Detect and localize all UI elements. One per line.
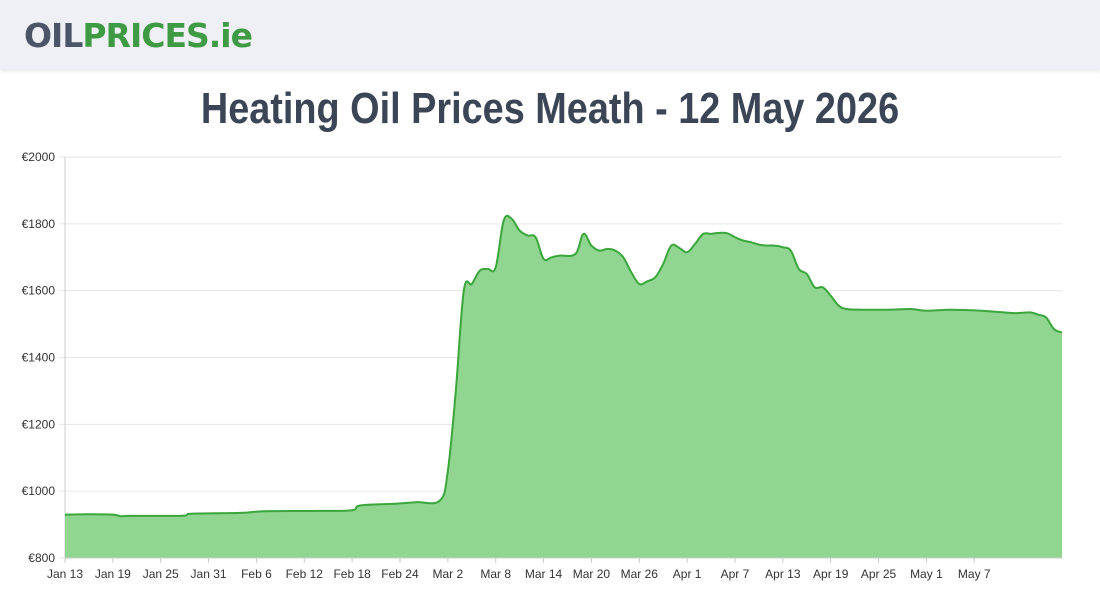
y-tick-label: €2000 (22, 150, 56, 164)
x-tick-label: Jan 13 (47, 567, 83, 581)
x-tick-label: Feb 18 (333, 567, 371, 581)
x-tick-label: Feb 24 (381, 567, 419, 581)
x-tick-label: Apr 19 (813, 567, 849, 581)
y-tick-label: €1800 (22, 217, 56, 231)
logo-oil-text: OIL (24, 16, 83, 55)
x-tick-label: Apr 7 (721, 567, 750, 581)
logo-tld-text: .ie (208, 16, 253, 55)
x-tick-label: Jan 25 (143, 567, 179, 581)
site-logo[interactable]: OILPRICES.ie (24, 14, 253, 58)
logo-prices-text: PRICES (82, 16, 209, 55)
x-tick-label: Feb 12 (286, 567, 324, 581)
price-series-line (64, 214, 1063, 518)
x-tick-label: Apr 13 (765, 567, 801, 581)
page-title: Heating Oil Prices Meath - 12 May 2026 (200, 84, 900, 133)
x-tick-label: Jan 19 (95, 567, 131, 581)
x-tick-label: Mar 26 (621, 567, 659, 581)
top-header-bar: OILPRICES.ie (0, 0, 1100, 70)
x-tick-label: Feb 6 (241, 567, 272, 581)
y-tick-label: €1400 (22, 351, 56, 365)
x-tick-label: Apr 1 (673, 567, 702, 581)
x-tick-label: Mar 2 (433, 567, 464, 581)
x-tick-label: May 7 (958, 567, 991, 581)
x-tick-label: Mar 14 (525, 567, 563, 581)
y-tick-label: €800 (28, 551, 55, 565)
x-tick-label: Mar 8 (480, 567, 511, 581)
y-tick-label: €1600 (22, 284, 56, 298)
y-tick-label: €1000 (22, 484, 56, 498)
y-tick-label: €1200 (22, 417, 56, 431)
x-tick-label: Jan 31 (191, 567, 227, 581)
x-tick-label: May 1 (910, 567, 943, 581)
x-tick-label: Mar 20 (573, 567, 611, 581)
price-area-fill (65, 215, 1062, 558)
x-tick-label: Apr 25 (861, 567, 897, 581)
price-chart: €800 €1000 €1200 €1400 €1600 €1800 €2000 Jan 13… (22, 150, 1063, 581)
